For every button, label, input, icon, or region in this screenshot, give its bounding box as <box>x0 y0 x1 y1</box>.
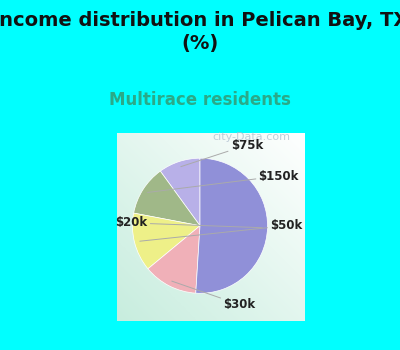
Wedge shape <box>160 158 200 226</box>
Wedge shape <box>132 213 200 269</box>
Text: $150k: $150k <box>148 169 299 193</box>
Wedge shape <box>148 226 200 293</box>
Text: $50k: $50k <box>140 219 302 241</box>
Text: $20k: $20k <box>116 216 262 230</box>
Text: Income distribution in Pelican Bay, TX
(%): Income distribution in Pelican Bay, TX (… <box>0 10 400 53</box>
Text: city-Data.com: city-Data.com <box>212 132 290 142</box>
Wedge shape <box>134 171 200 226</box>
Text: $75k: $75k <box>181 139 263 167</box>
Wedge shape <box>196 158 268 293</box>
Text: $30k: $30k <box>172 281 256 311</box>
Text: Multirace residents: Multirace residents <box>109 91 291 109</box>
